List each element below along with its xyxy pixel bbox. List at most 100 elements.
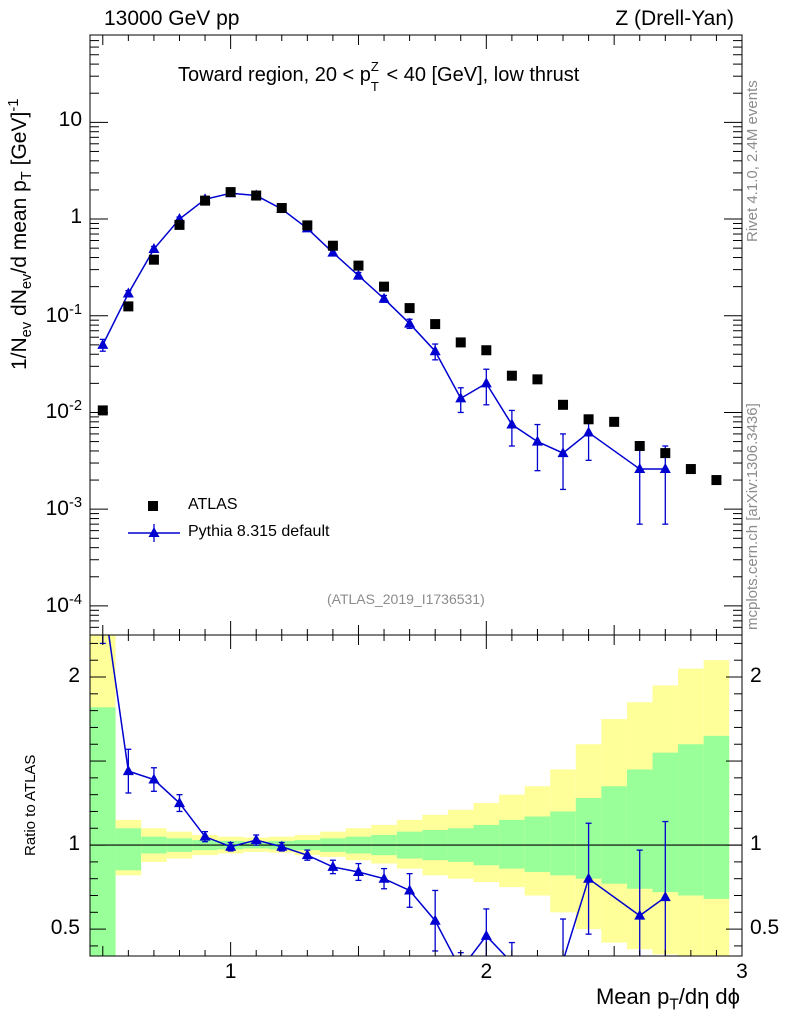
main-panel xyxy=(97,187,722,525)
ratio-frame xyxy=(89,634,743,957)
x-tick-label: 2 xyxy=(480,960,493,983)
data-point xyxy=(660,448,671,459)
rivet-version-label: Rivet 4.1.0, 2.4M events xyxy=(744,80,761,242)
data-point xyxy=(532,374,543,385)
mc-line xyxy=(102,192,666,470)
legend-mc-label: Pythia 8.315 default xyxy=(188,523,330,540)
ratio-panel xyxy=(90,587,742,980)
ratio-mc-point xyxy=(173,797,185,808)
y-tick-label: 10-4 xyxy=(45,591,82,617)
ratio-mc-point xyxy=(225,840,237,851)
ratio-mc-point xyxy=(122,765,134,776)
data-point xyxy=(97,405,108,416)
y-tick-label: 10 xyxy=(58,108,82,132)
data-point xyxy=(455,337,466,348)
ratio-mc-point xyxy=(506,957,517,967)
data-point xyxy=(327,240,338,251)
ratio-mc-point xyxy=(562,955,564,956)
ratio-mc-point xyxy=(97,587,108,597)
ratio-mc-point xyxy=(148,773,160,784)
band-inner-bin xyxy=(678,744,704,896)
ratio-mc-point xyxy=(455,963,466,973)
ratio-mc-line xyxy=(108,635,666,956)
mc-point xyxy=(327,246,339,257)
ratio-mc-point xyxy=(583,872,595,883)
data-point xyxy=(353,260,364,271)
data-point xyxy=(225,187,236,198)
legend xyxy=(128,501,180,542)
ratio-mc-point xyxy=(352,865,364,876)
mc-point xyxy=(506,418,518,429)
mc-point xyxy=(122,287,134,298)
y-tick-label: 10-1 xyxy=(45,301,82,327)
data-point xyxy=(506,370,517,381)
data-point xyxy=(481,345,492,356)
ratio-mc-point xyxy=(480,929,492,940)
ratio-mc-point xyxy=(532,970,543,980)
data-point xyxy=(685,464,696,475)
mcplots-label: mcplots.cern.ch [arXiv:1306.3436] xyxy=(744,403,761,630)
ratio-mc-point xyxy=(301,849,313,860)
legend-data-marker xyxy=(148,501,158,511)
data-point xyxy=(251,190,262,201)
mc-point xyxy=(583,426,595,437)
mc-point xyxy=(429,345,441,356)
header-right: Z (Drell-Yan) xyxy=(615,7,734,30)
ratio-mc-point xyxy=(659,891,671,902)
ratio-tick-label-right: 1 xyxy=(750,832,762,856)
ratio-mc-point xyxy=(199,830,211,841)
mc-point xyxy=(455,392,467,403)
data-point xyxy=(404,303,415,314)
data-point xyxy=(711,475,722,486)
ratio-mc-point xyxy=(276,840,288,851)
data-point xyxy=(148,254,159,265)
mc-point xyxy=(634,463,646,474)
data-point xyxy=(583,414,594,425)
data-point xyxy=(174,219,185,230)
ratio-tick-label-right: 2 xyxy=(750,664,762,688)
plot-frames xyxy=(89,34,743,957)
band-inner-bin xyxy=(90,707,116,956)
data-point xyxy=(609,416,620,427)
mc-point xyxy=(531,435,543,446)
mc-point xyxy=(378,292,390,303)
x-axis-label: Mean pT/dη dϕ xyxy=(595,984,740,1014)
band-inner-bin xyxy=(703,735,730,899)
legend-data-label: ATLAS xyxy=(188,496,238,513)
y-tick-label: 10-3 xyxy=(45,495,82,521)
data-point xyxy=(302,220,313,231)
band-inner-bin xyxy=(499,819,525,869)
y-tick-label: 10-2 xyxy=(45,398,82,424)
mc-point xyxy=(480,377,492,388)
legend-mc-marker xyxy=(148,527,160,537)
ratio-mc-group xyxy=(97,587,671,980)
mc-point xyxy=(352,269,364,280)
ratio-mc-point xyxy=(429,914,441,925)
ratio-bands xyxy=(90,635,730,956)
ratio-mc-point xyxy=(327,860,339,871)
data-point xyxy=(276,203,287,214)
ratio-tick-label: 2 xyxy=(68,664,80,688)
mc-point xyxy=(148,243,160,254)
y-axis-label: 1/Nev dNev/d mean pT [GeV]-1 xyxy=(6,98,36,370)
data-point xyxy=(200,195,211,206)
mc-point xyxy=(97,338,109,349)
mc-point xyxy=(659,463,671,474)
band-inner-bin xyxy=(550,811,576,876)
band-inner-bin xyxy=(115,828,142,871)
data-point xyxy=(379,281,390,292)
x-tick-label: 1 xyxy=(224,960,237,983)
ratio-mc-point xyxy=(250,834,262,845)
ratio-tick-label: 0.5 xyxy=(50,916,80,940)
main-frame xyxy=(89,34,743,636)
header-left: 13000 GeV pp xyxy=(104,7,240,30)
band-inner-bin xyxy=(601,786,627,884)
analysis-id: (ATLAS_2019_I1736531) xyxy=(327,591,485,607)
x-tick-label: 3 xyxy=(736,960,748,983)
ratio-tick-label: 1 xyxy=(68,832,80,856)
ratio-y-axis-label: Ratio to ATLAS xyxy=(22,754,39,856)
ratio-tick-label-right: 0.5 xyxy=(750,916,780,940)
ratio-mc-point xyxy=(378,872,390,883)
